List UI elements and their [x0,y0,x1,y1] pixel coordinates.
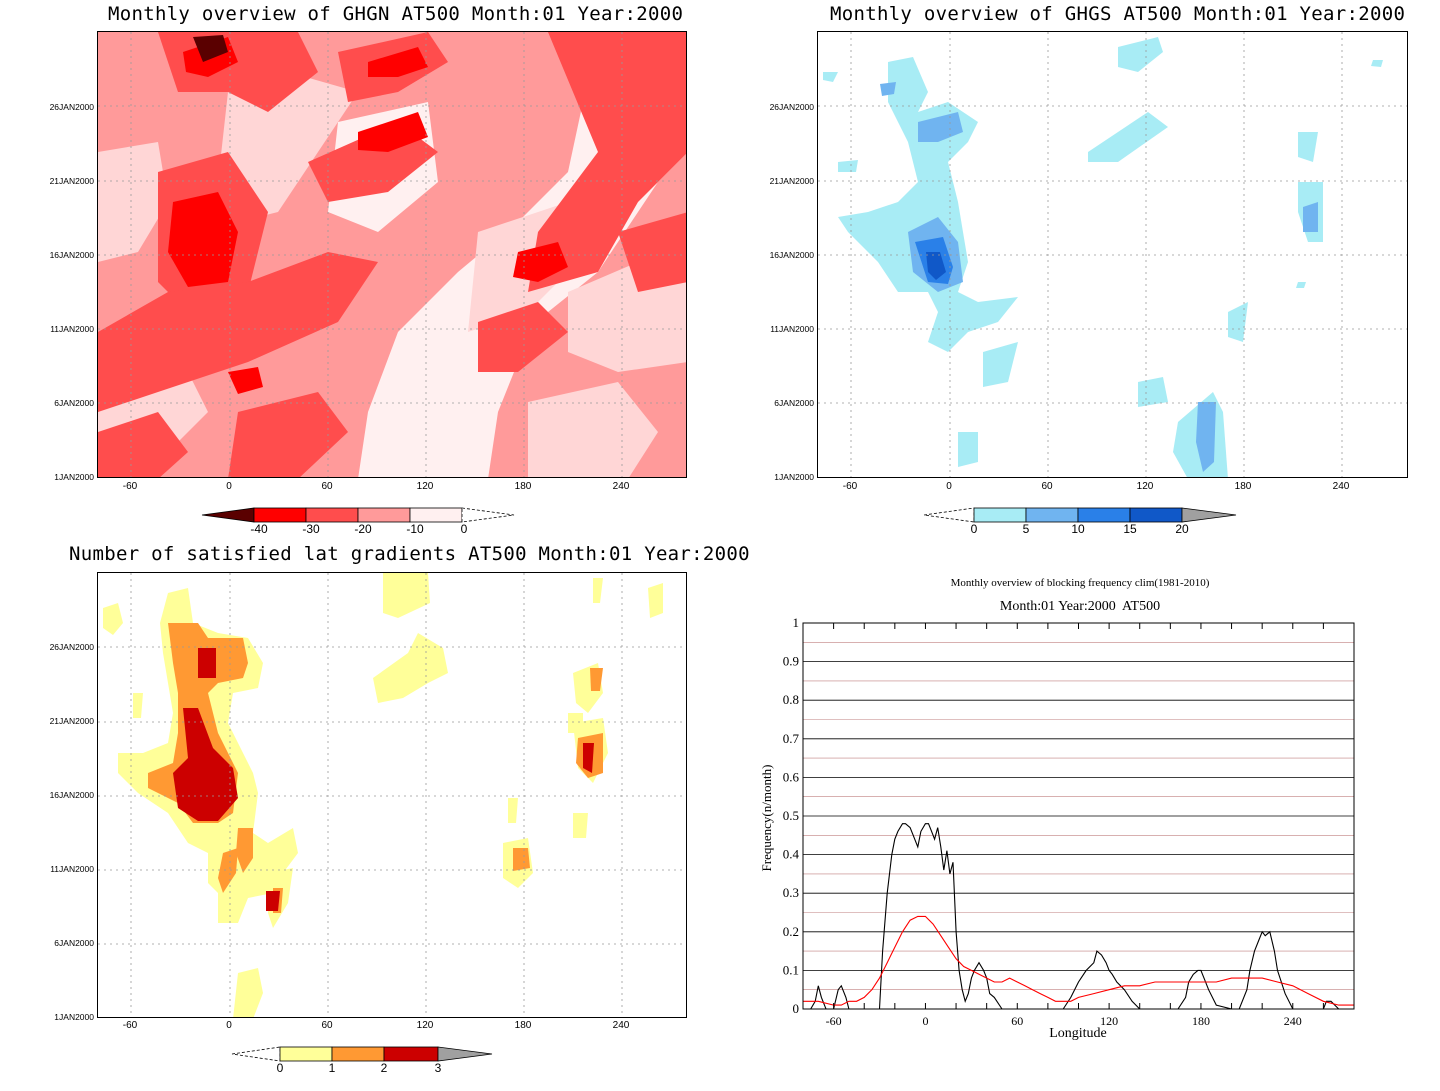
blocking-frequency-chart: 0 0.1 0.2 0.3 0.4 0.5 0.6 0.7 0.8 0.9 1 -60 0 60 120 18… [783,615,1355,1028]
colorbar-label: 0 [970,522,978,536]
y-tick: 6JAN2000 [774,398,814,408]
x-tick: 180 [514,1020,532,1031]
x-tick: 60 [1041,481,1053,492]
x-tick: 120 [1136,481,1154,492]
x-tick: 0 [226,1020,232,1031]
chart-grid [803,622,1354,1010]
colorbar-label: 0 [276,1061,284,1075]
x-tick: 180 [514,481,532,492]
x-tick: 180 [1234,481,1252,492]
colorbar-label: -10 [406,522,424,536]
y-tick: 6JAN2000 [54,398,94,408]
colorbar-label: -30 [302,522,320,536]
ghgn-field [98,32,686,477]
colorbar-label: -20 [354,522,372,536]
x-tick: 240 [1332,481,1350,492]
colorbar-label: 15 [1123,522,1137,536]
y-tick: 26JAN2000 [769,102,814,112]
x-tick-label: 240 [1284,1014,1302,1028]
y-tick: 16JAN2000 [49,250,94,260]
x-tick-label: 60 [1011,1014,1023,1028]
ghgs-field [818,32,1407,477]
lat-gradients-field [98,573,686,1017]
y-tick-label: 0.5 [783,808,799,823]
y-tick-label: 0 [793,1001,800,1016]
x-tick: 120 [416,1020,434,1031]
panel1-title: Monthly overview of GHGN AT500 Month:01 … [108,3,684,25]
colorbar-label: -40 [250,522,268,536]
y-tick-label: 0.3 [783,885,799,900]
panel3-colorbar [231,1046,493,1062]
y-tick: 11JAN2000 [770,324,814,334]
series-line-0 [803,823,1354,1010]
colorbar-label: 0 [460,522,468,536]
panel4-subtitle: Month:01 Year:2000 AT500 [999,599,1161,614]
x-tick: -60 [122,1020,138,1031]
y-tick-label: 0.1 [783,962,799,977]
y-tick: 11JAN2000 [50,324,94,334]
x-tick: 240 [612,481,630,492]
panel4-title: Monthly overview of blocking frequency c… [950,577,1210,589]
x-tick-label: 0 [922,1014,928,1028]
x-tick: 60 [321,481,333,492]
x-tick-label: -60 [826,1014,842,1028]
y-tick: 26JAN2000 [49,102,94,112]
x-tick: 120 [416,481,434,492]
plot-frame [802,622,1355,1010]
colorbar-label: 5 [1022,522,1030,536]
y-tick: 21JAN2000 [49,716,94,726]
x-tick: 0 [946,481,952,492]
y-tick-label: 0.8 [783,692,799,707]
panel4-xlabel: Longitude [1049,1026,1107,1041]
y-tick: 26JAN2000 [49,642,94,652]
chart-series [803,823,1354,1010]
colorbar-label: 1 [328,1061,336,1075]
colorbar-label: 20 [1175,522,1189,536]
panel3-title: Number of satisfied lat gradients AT500 … [69,543,750,565]
y-tick: 16JAN2000 [769,250,814,260]
x-tick-label: 180 [1192,1014,1210,1028]
panel1-colorbar [201,507,515,523]
series-line-1 [803,915,1354,1006]
panel1-plot [97,31,687,478]
x-tick: 0 [226,481,232,492]
y-tick: 6JAN2000 [54,938,94,948]
y-tick: 1JAN2000 [54,1012,94,1022]
panel2-colorbar [923,507,1237,523]
x-tick: -60 [842,481,858,492]
colorbar-label: 3 [434,1061,442,1075]
x-tick: -60 [122,481,138,492]
y-tick-label: 0.7 [783,731,800,746]
y-tick: 1JAN2000 [54,472,94,482]
colorbar-label: 2 [380,1061,388,1075]
x-tick-label: 120 [1100,1014,1118,1028]
y-tick: 16JAN2000 [49,790,94,800]
y-tick-label: 0.4 [783,847,800,862]
y-tick-label: 0.6 [783,769,800,784]
panel2-title: Monthly overview of GHGS AT500 Month:01 … [830,3,1406,25]
chart-ticks: 0 0.1 0.2 0.3 0.4 0.5 0.6 0.7 0.8 0.9 1 -60 0 60 120 18… [783,615,1355,1028]
panel3-plot [97,572,687,1018]
y-tick-label: 0.2 [783,924,799,939]
y-tick: 21JAN2000 [769,176,814,186]
y-tick: 1JAN2000 [774,472,814,482]
y-tick-label: 0.9 [783,654,799,669]
y-tick-label: 1 [793,615,800,630]
x-tick: 240 [612,1020,630,1031]
x-tick: 60 [321,1020,333,1031]
panel2-plot [817,31,1408,478]
y-tick: 11JAN2000 [50,864,94,874]
colorbar-label: 10 [1071,522,1085,536]
y-tick: 21JAN2000 [49,176,94,186]
